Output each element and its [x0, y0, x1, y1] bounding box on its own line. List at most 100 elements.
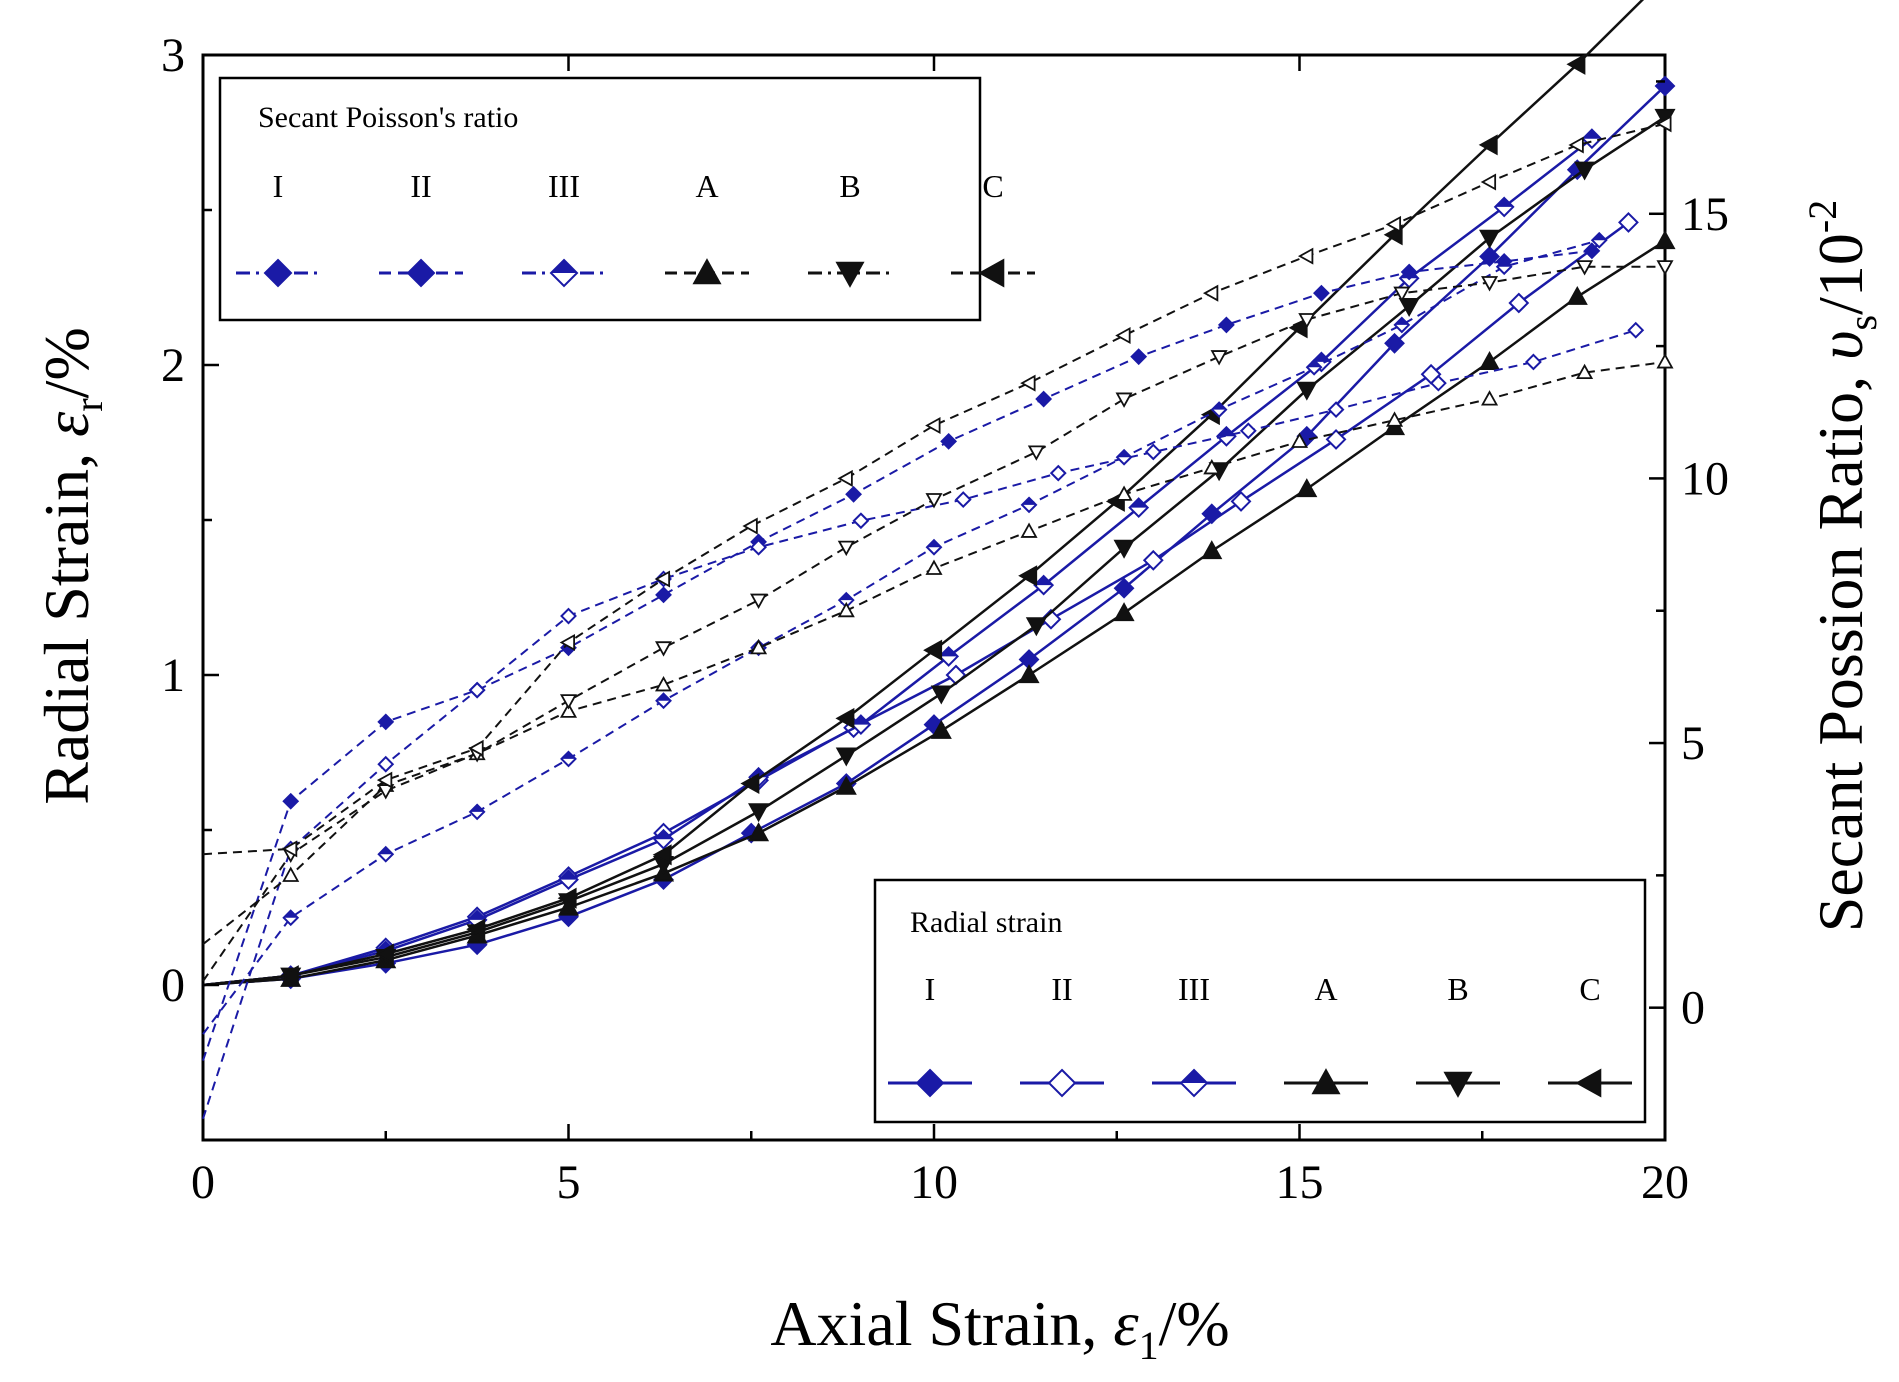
y-right-tick-label: 0: [1681, 982, 1705, 1035]
data-point: [1144, 443, 1162, 461]
data-point: [1590, 231, 1608, 249]
x-axis-title: Axial Strain, ε1/%: [770, 1288, 1229, 1368]
data-point: [1142, 549, 1164, 571]
legend-marker: [692, 258, 722, 285]
legend-marker: [1443, 1071, 1473, 1098]
legend-marker: [1311, 1068, 1341, 1095]
data-point: [1115, 448, 1133, 466]
data-point: [1480, 173, 1497, 191]
y-right-tick-label: 5: [1681, 717, 1705, 770]
data-point: [1400, 263, 1418, 281]
data-point: [282, 866, 300, 882]
data-point: [1113, 539, 1135, 559]
legend-label: II: [1051, 971, 1072, 1007]
data-point: [1025, 617, 1047, 637]
data-point: [559, 694, 578, 710]
data-point: [837, 469, 853, 487]
data-point: [1325, 428, 1347, 450]
data-point: [954, 491, 972, 508]
data-point: [1393, 316, 1411, 334]
data-point: [1201, 540, 1223, 560]
data-point: [1385, 215, 1402, 233]
legend-label: A: [1314, 971, 1337, 1007]
axes-layer: 0 5 10 15 20 0 1 2 3 0 5 10 15: [161, 29, 1729, 1209]
data-point: [925, 416, 941, 435]
legend-label: I: [925, 971, 936, 1007]
legend-marker: [1575, 1068, 1602, 1098]
data-point: [750, 593, 768, 609]
data-point: [1384, 332, 1405, 354]
data-point: [1115, 485, 1133, 501]
data-point: [748, 803, 770, 823]
data-point: [1130, 348, 1148, 366]
series-line: [202, 265, 1665, 982]
data-point: [1027, 445, 1045, 461]
data-point: [835, 707, 855, 729]
series-radial-strain-iii: [202, 128, 1603, 987]
data-point: [1479, 246, 1500, 267]
legend-marker: [406, 258, 436, 288]
data-point: [1033, 574, 1055, 596]
legend-label: I: [273, 168, 284, 204]
data-point: [655, 692, 672, 710]
y-left-tick-label: 3: [161, 29, 185, 82]
data-point: [1583, 242, 1601, 260]
data-point: [653, 828, 674, 850]
data-point: [1020, 496, 1038, 514]
data-point: [938, 645, 960, 667]
data-point: [377, 755, 395, 773]
series-line: [202, 239, 1666, 987]
legend-marker: [915, 1068, 945, 1098]
data-point: [1508, 292, 1530, 314]
legend-label: II: [410, 168, 431, 204]
data-point: [1018, 664, 1040, 684]
data-point: [750, 638, 768, 655]
x-tick-label: 15: [1276, 1156, 1324, 1209]
data-point: [845, 485, 863, 503]
data-point: [560, 607, 577, 625]
data-point: [468, 739, 484, 757]
data-point: [559, 702, 578, 718]
data-point: [377, 845, 395, 863]
data-point: [1298, 313, 1316, 329]
data-point: [655, 586, 672, 604]
legend-radial: Radial strain I II III A B C: [873, 878, 1647, 1124]
data-point: [1479, 229, 1501, 249]
data-point: [835, 747, 857, 767]
data-point: [923, 639, 943, 661]
data-point: [1215, 425, 1237, 447]
data-point: [1217, 316, 1235, 334]
x-tick-label: 5: [557, 1156, 581, 1209]
data-point: [750, 538, 767, 556]
data-point: [1239, 422, 1257, 440]
data-point: [654, 570, 671, 588]
data-point: [852, 512, 870, 530]
legend-marker: [1047, 1068, 1077, 1098]
data-point: [925, 559, 943, 575]
x-tick-label: 10: [910, 1156, 958, 1209]
y-left-tick-label: 0: [161, 959, 185, 1012]
data-point: [1049, 464, 1067, 482]
data-point: [1576, 363, 1594, 380]
data-point: [1305, 358, 1323, 376]
x-tick-label: 20: [1641, 1156, 1689, 1209]
data-point: [279, 965, 299, 987]
data-point: [1296, 381, 1318, 401]
data-point: [1113, 602, 1135, 622]
legend-label: C: [982, 168, 1003, 204]
data-point: [1656, 115, 1672, 133]
data-point: [945, 664, 967, 686]
series-line: [202, 137, 1593, 987]
series-secant-poisson-s-ratio-c: [202, 115, 1672, 858]
series-radial-strain-c: [202, 0, 1645, 987]
series-line: [202, 239, 1600, 1035]
data-point: [281, 840, 298, 858]
data-point: [1656, 260, 1674, 276]
legend-marker: [978, 258, 1005, 288]
data-point: [1113, 577, 1135, 599]
legend-label: B: [839, 168, 860, 204]
legend-marker: [1179, 1068, 1209, 1098]
data-point: [374, 943, 394, 965]
data-point: [1128, 497, 1150, 519]
data-point: [1478, 134, 1498, 156]
